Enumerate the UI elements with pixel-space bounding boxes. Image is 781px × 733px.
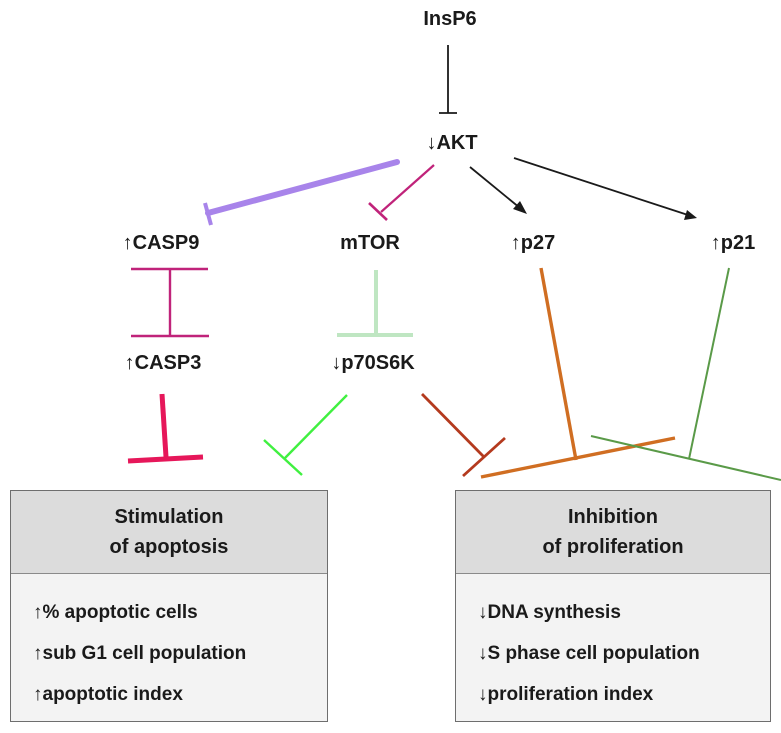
apoptosis-title-line2: of apoptosis (109, 536, 229, 558)
p21-node: ↑p21 (710, 232, 756, 254)
casp9-node: ↑CASP9 (122, 232, 200, 254)
proliferation-title-line2: of proliferation (542, 536, 684, 558)
proliferation-title-line1: Inhibition (568, 506, 658, 528)
insp6-node: InsP6 (423, 8, 477, 30)
p70s6k-node: ↓p70S6K (331, 352, 415, 374)
akt-inhibits-mtor-link (368, 164, 435, 221)
p21-to-proliferation-link (590, 267, 781, 481)
p70s6k-to-proliferation-link (421, 393, 506, 478)
casp3-node: ↑CASP3 (124, 352, 202, 374)
apoptosis-title-line1: Stimulation (114, 506, 224, 528)
p70s6k-to-apoptosis-link (263, 394, 348, 476)
akt-node: ↓AKT (426, 132, 478, 154)
proliferation-effect-item: ↓S phase cell population (478, 643, 700, 664)
akt-activates-p27-link (469, 166, 527, 214)
p27-to-proliferation-link (480, 267, 676, 479)
proliferation-effect-item: ↓proliferation index (478, 684, 654, 705)
p27-node: ↑p27 (510, 232, 556, 254)
proliferation-effects-list: ↓DNA synthesis ↓S phase cell population … (456, 574, 770, 715)
proliferation-box-title: Inhibition of proliferation (456, 491, 770, 574)
apoptosis-effect-item: ↑apoptotic index (33, 684, 183, 705)
apoptosis-effects-list: ↑% apoptotic cells ↑sub G1 cell populati… (11, 574, 327, 715)
apoptosis-box: Stimulation of apoptosis ↑% apoptotic ce… (10, 490, 328, 722)
apoptosis-effect-item: ↑sub G1 cell population (33, 643, 247, 664)
akt-activates-p21-link (513, 157, 697, 220)
akt-inhibits-casp9-link (203, 159, 400, 226)
proliferation-box: Inhibition of proliferation ↓DNA synthes… (455, 490, 771, 722)
casp9-casp3-link (131, 267, 209, 338)
mtor-inhibits-p70s6k-link (337, 270, 413, 337)
casp3-to-apoptosis-link (127, 393, 204, 464)
mtor-node: mTOR (340, 232, 400, 254)
proliferation-effect-item: ↓DNA synthesis (478, 602, 621, 623)
apoptosis-effect-item: ↑% apoptotic cells (33, 602, 198, 623)
insp6-inhibits-akt-link (439, 45, 457, 114)
apoptosis-box-title: Stimulation of apoptosis (11, 491, 327, 574)
